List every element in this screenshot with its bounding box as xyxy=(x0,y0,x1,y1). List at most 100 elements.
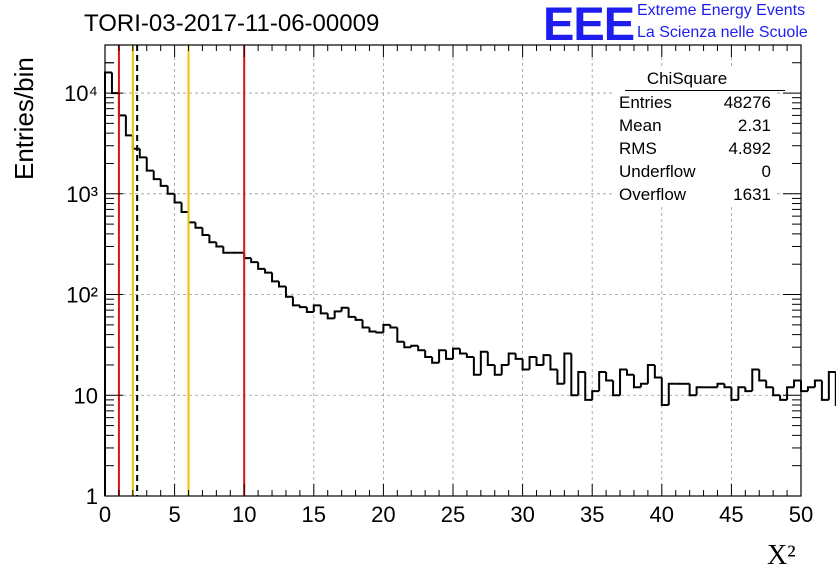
histogram-bin xyxy=(619,368,627,396)
stats-key: Mean xyxy=(619,116,662,135)
histogram-bin xyxy=(646,363,655,384)
histogram-bin xyxy=(194,222,203,229)
histogram-bin xyxy=(563,352,572,384)
logo-line-1: Extreme Energy Events xyxy=(637,2,806,19)
histogram-bin xyxy=(410,344,419,348)
histogram-bin xyxy=(577,371,586,396)
x-tick-label: 25 xyxy=(441,502,465,527)
histogram-bin xyxy=(612,380,621,397)
histogram-bin xyxy=(535,356,544,366)
histogram-bin xyxy=(765,380,774,389)
logo-line-2: La Scienza nelle Scuole xyxy=(637,24,808,41)
histogram-bin xyxy=(744,387,753,393)
histogram-bin xyxy=(222,246,231,254)
histogram-bin xyxy=(340,306,349,312)
histogram-bin xyxy=(333,310,342,319)
histogram-bin xyxy=(361,319,370,329)
x-tick-label: 20 xyxy=(371,502,395,527)
histogram-bin xyxy=(632,374,641,389)
x-tick-label: 40 xyxy=(650,502,674,527)
x-axis-label: X² xyxy=(767,540,796,571)
histogram-bin xyxy=(786,386,795,400)
x-tick-label: 30 xyxy=(510,502,534,527)
histogram-bin xyxy=(431,356,440,364)
histogram-bin xyxy=(445,350,453,360)
histogram-bin xyxy=(500,363,509,375)
histogram-bin xyxy=(639,382,648,388)
histogram-bin xyxy=(250,258,259,264)
histogram-bin xyxy=(159,179,168,187)
histogram-bin xyxy=(598,371,607,392)
histogram-bin xyxy=(368,327,377,333)
histogram-bin xyxy=(319,305,328,315)
histogram-bin xyxy=(605,372,614,382)
stats-row-entries: Entries 48276 xyxy=(619,92,771,114)
histogram-bin xyxy=(493,364,502,376)
histogram-bin xyxy=(382,323,391,333)
x-tick-label: 50 xyxy=(789,502,813,527)
y-tick-label: 10³ xyxy=(66,182,98,207)
x-tick-label: 10 xyxy=(232,502,256,527)
y-tick-label: 1 xyxy=(86,484,98,509)
histogram-bin xyxy=(472,356,481,376)
histogram-bin xyxy=(187,211,196,224)
histogram-bin xyxy=(751,368,760,392)
histogram-bin xyxy=(305,307,314,314)
histogram-bin xyxy=(166,185,175,195)
histogram-bin xyxy=(215,242,224,248)
histogram-bin xyxy=(257,262,266,270)
stats-value: 48276 xyxy=(723,93,771,112)
histogram-bin xyxy=(264,268,273,274)
histogram-bin xyxy=(660,377,669,407)
histogram-bin xyxy=(117,93,126,117)
histogram-bin xyxy=(827,371,836,400)
stats-row-mean: Mean 2.31 xyxy=(619,115,771,137)
histogram-bin xyxy=(138,148,147,159)
histogram-bin xyxy=(779,395,788,401)
stats-name: ChiSquare xyxy=(646,69,728,88)
histogram-bin xyxy=(507,352,516,365)
stats-value: 2.31 xyxy=(737,116,771,135)
histogram-bin xyxy=(152,170,161,181)
reference-lines xyxy=(117,45,246,496)
histogram-bin xyxy=(284,286,293,298)
stats-row-overflow: Overflow 1631 xyxy=(619,184,771,206)
histogram-bin xyxy=(591,390,600,400)
histogram-bin xyxy=(465,353,474,358)
histogram-bin xyxy=(479,350,488,375)
histogram-bin xyxy=(570,353,579,397)
histogram-bin xyxy=(403,341,412,349)
stats-key: Entries xyxy=(619,93,672,112)
stats-separator xyxy=(625,90,785,91)
histogram-bin xyxy=(145,157,154,172)
histogram-bin xyxy=(375,331,384,334)
histogram-bin xyxy=(438,349,447,363)
histogram-bin xyxy=(486,351,495,366)
histogram-bin xyxy=(793,379,801,388)
stats-key: RMS xyxy=(619,139,657,158)
histogram-bin xyxy=(347,307,356,318)
histogram-bin xyxy=(458,348,467,355)
chart-title: TORI-03-2017-11-06-00009 xyxy=(84,10,380,37)
histogram-bin xyxy=(542,354,551,365)
histogram-bin xyxy=(278,281,286,288)
histogram-bin xyxy=(514,353,523,360)
histogram-bin xyxy=(528,355,537,370)
stats-key: Overflow xyxy=(619,185,687,204)
histogram-bin xyxy=(298,305,307,309)
histogram-bin xyxy=(208,234,217,244)
x-tick-label: 35 xyxy=(580,502,604,527)
histogram-bin xyxy=(521,358,530,371)
histogram-bin xyxy=(271,272,279,283)
histogram-bin xyxy=(813,379,822,388)
histogram-bin xyxy=(549,355,558,371)
stats-value: 4.892 xyxy=(728,139,771,158)
histogram-bin xyxy=(758,369,767,382)
x-tick-label: 5 xyxy=(168,502,180,527)
histogram-bin xyxy=(173,193,182,204)
y-tick-label: 10 xyxy=(74,383,98,408)
x-tick-label: 15 xyxy=(302,502,326,527)
histogram-bin xyxy=(800,380,808,393)
histogram-bin xyxy=(772,387,781,397)
